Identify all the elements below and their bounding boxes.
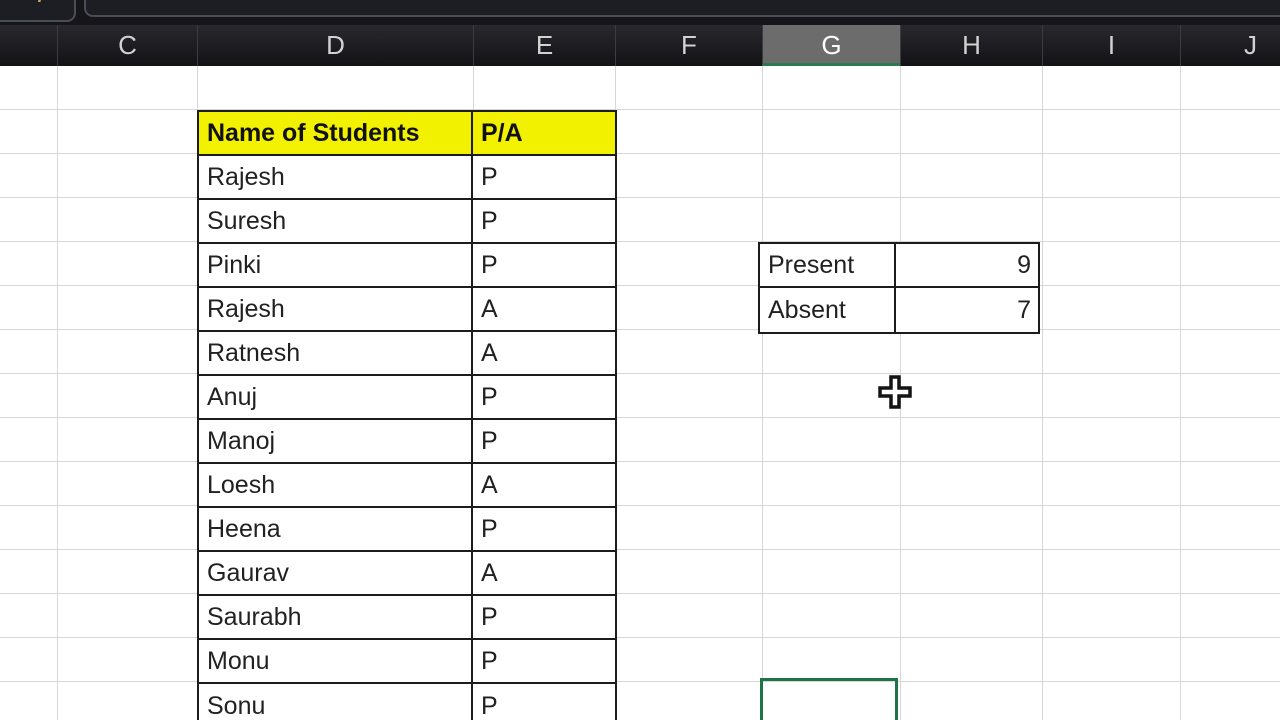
cell-cursor-icon — [877, 374, 913, 415]
student-name-cell[interactable]: Monu — [199, 640, 473, 682]
student-status-cell[interactable]: P — [481, 162, 498, 191]
student-status-cell[interactable]: P — [481, 514, 498, 543]
column-header-label: D — [326, 30, 345, 60]
column-header-label: I — [1107, 30, 1116, 60]
column-header-c[interactable]: C — [57, 25, 197, 66]
column-header-label: C — [118, 30, 137, 60]
student-name-cell[interactable]: Manoj — [199, 420, 473, 462]
column-header-d[interactable]: D — [197, 25, 473, 66]
student-status-cell[interactable]: A — [481, 470, 498, 499]
column-header-h[interactable]: H — [900, 25, 1042, 66]
summary-label-cell[interactable]: Absent — [760, 288, 896, 332]
table-row: Gaurav A — [199, 552, 615, 596]
column-header-label: J — [1244, 30, 1257, 60]
table-row: Sonu P — [199, 684, 615, 720]
table-row: Saurabh P — [199, 596, 615, 640]
student-name-cell[interactable]: Gaurav — [199, 552, 473, 594]
summary-value-cell[interactable]: 7 — [1017, 295, 1031, 324]
students-header-status[interactable]: P/A — [473, 112, 615, 154]
column-header-label: G — [821, 30, 842, 60]
table-row: Rajesh A — [199, 288, 615, 332]
table-row: Loesh A — [199, 464, 615, 508]
student-status-cell[interactable]: P — [481, 206, 498, 235]
column-header-label: E — [535, 30, 554, 60]
student-status-cell[interactable]: P — [481, 426, 498, 455]
table-row: Pinki P — [199, 244, 615, 288]
table-row: Ratnesh A — [199, 332, 615, 376]
table-row: Suresh P — [199, 200, 615, 244]
formula-bar-row: fx — [0, 0, 1280, 25]
student-status-cell[interactable]: P — [481, 382, 498, 411]
table-row: Absent 7 — [760, 288, 1038, 332]
student-name-cell[interactable]: Pinki — [199, 244, 473, 286]
student-name-cell[interactable]: Suresh — [199, 200, 473, 242]
student-status-cell[interactable]: P — [481, 646, 498, 675]
summary-label-cell[interactable]: Present — [760, 244, 896, 286]
student-status-cell[interactable]: P — [481, 602, 498, 631]
fx-icon: fx — [38, 0, 54, 4]
student-status-cell[interactable]: P — [481, 250, 498, 279]
student-name-cell[interactable]: Sonu — [199, 684, 473, 720]
table-row: Rajesh P — [199, 156, 615, 200]
students-header-name[interactable]: Name of Students — [199, 112, 473, 154]
students-table-header-row: Name of Students P/A — [199, 112, 615, 156]
column-header-f[interactable]: F — [615, 25, 762, 66]
student-status-cell[interactable]: P — [481, 691, 498, 720]
column-header-j[interactable]: J — [1180, 25, 1280, 66]
column-headers: C D E F G H I J — [0, 25, 1280, 66]
students-table: Name of Students P/A Rajesh P Suresh P P… — [197, 110, 617, 720]
student-status-cell[interactable]: A — [481, 338, 498, 367]
column-header-i[interactable]: I — [1042, 25, 1180, 66]
student-name-cell[interactable]: Heena — [199, 508, 473, 550]
formula-bar[interactable] — [84, 0, 1280, 17]
student-status-cell[interactable]: A — [481, 558, 498, 587]
sheet-grid[interactable] — [0, 66, 1280, 720]
summary-table: Present 9 Absent 7 — [758, 242, 1040, 334]
column-header-e[interactable]: E — [473, 25, 615, 66]
column-header-label: H — [962, 30, 981, 60]
student-name-cell[interactable]: Rajesh — [199, 288, 473, 330]
student-name-cell[interactable]: Ratnesh — [199, 332, 473, 374]
student-name-cell[interactable]: Anuj — [199, 376, 473, 418]
active-cell-outline — [760, 678, 898, 720]
table-row: Manoj P — [199, 420, 615, 464]
summary-value-cell[interactable]: 9 — [1017, 250, 1031, 279]
column-header-label: F — [681, 30, 697, 60]
table-row: Monu P — [199, 640, 615, 684]
table-row: Heena P — [199, 508, 615, 552]
student-name-cell[interactable]: Loesh — [199, 464, 473, 506]
column-header-g-active[interactable]: G — [762, 25, 900, 66]
table-row: Anuj P — [199, 376, 615, 420]
student-name-cell[interactable]: Saurabh — [199, 596, 473, 638]
student-status-cell[interactable]: A — [481, 294, 498, 323]
student-name-cell[interactable]: Rajesh — [199, 156, 473, 198]
table-row: Present 9 — [760, 244, 1038, 288]
name-box[interactable]: fx — [0, 0, 76, 22]
